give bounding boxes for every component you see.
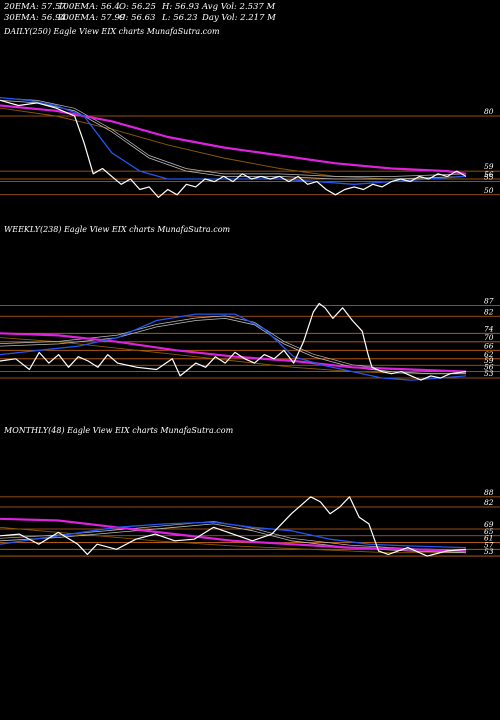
chart-title: WEEKLY(238) Eagle View EIX charts Munafa… xyxy=(4,225,231,234)
y-tick-label: 59 xyxy=(484,356,494,365)
chart-panel-2: MONTHLY(48) Eagle View EIX charts Munafa… xyxy=(0,426,500,557)
series-price xyxy=(0,302,467,381)
chart-title: DAILY(250) Eagle View EIX charts MunafaS… xyxy=(3,27,220,36)
series-ema-brown xyxy=(0,337,466,375)
y-tick-label: 69 xyxy=(484,520,494,529)
chart-panel-1: WEEKLY(238) Eagle View EIX charts Munafa… xyxy=(0,225,500,381)
chart-title: MONTHLY(48) Eagle View EIX charts Munafa… xyxy=(3,426,234,435)
y-tick-label: 80 xyxy=(484,107,494,116)
close-stat: C: 56.63 xyxy=(119,13,156,23)
avg-vol-stat: Avg Vol: 2.537 M xyxy=(202,2,276,12)
y-tick-label: 62 xyxy=(484,350,494,359)
chart-panel-0: DAILY(250) Eagle View EIX charts MunafaS… xyxy=(0,27,500,198)
y-tick-label: 59 xyxy=(484,162,494,171)
y-tick-label: 66 xyxy=(484,341,494,350)
y-tick-label: 65 xyxy=(484,527,494,536)
high-stat: H: 56.93 xyxy=(162,2,200,12)
y-tick-label: 87 xyxy=(484,297,494,306)
ema20-stat: 20EMA: 57.57 xyxy=(4,2,66,12)
y-tick-label: 74 xyxy=(484,324,494,333)
y-tick-label: 61 xyxy=(484,534,494,543)
series-ema-brown xyxy=(0,107,466,180)
y-tick-label: 70 xyxy=(484,333,494,342)
y-tick-label: 53 xyxy=(484,547,494,556)
y-tick-label: 55 xyxy=(484,173,494,182)
y-tick-label: 82 xyxy=(484,498,494,507)
ema100-stat: 100EMA: 56.4 xyxy=(58,2,120,12)
series-ema-magenta xyxy=(0,517,467,553)
y-tick-label: 53 xyxy=(484,369,494,378)
ema200-stat: 200EMA: 57.99 xyxy=(58,13,126,23)
series-ema-gray-band xyxy=(0,315,466,372)
y-tick-label: 57 xyxy=(484,540,494,549)
series-price xyxy=(0,496,467,557)
ema30-stat: 30EMA: 56.94 xyxy=(4,13,66,23)
indicator-header: 20EMA: 57.57 100EMA: 56.4 O: 56.25 H: 56… xyxy=(4,2,496,24)
series-ema-blue xyxy=(0,313,467,381)
y-tick-label: 82 xyxy=(484,307,494,316)
series-ema-brown xyxy=(0,526,466,554)
series-ema-blue xyxy=(0,521,467,549)
y-tick-label: 50 xyxy=(484,186,494,195)
series-ema-magenta xyxy=(0,332,467,373)
series-price xyxy=(0,99,467,198)
low-stat: L: 56.23 xyxy=(162,13,198,23)
y-tick-label: 56 xyxy=(484,170,494,179)
y-tick-label: 88 xyxy=(484,488,494,497)
series-ema-gray xyxy=(0,99,467,180)
day-vol-stat: Day Vol: 2.217 M xyxy=(202,13,276,23)
y-tick-label: 56 xyxy=(484,363,494,372)
open-stat: O: 56.25 xyxy=(119,2,156,12)
series-ema-gray-band xyxy=(0,97,467,177)
